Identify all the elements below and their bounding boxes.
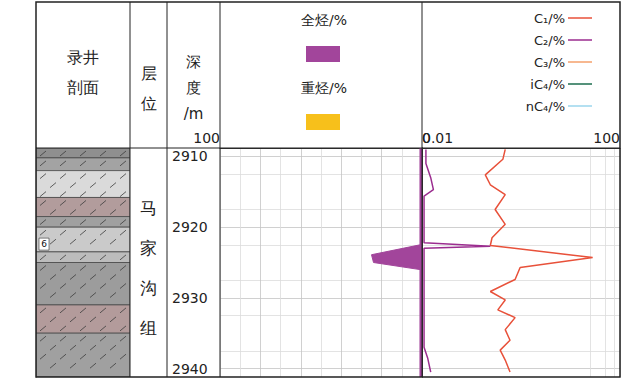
svg-text:度: 度 bbox=[186, 79, 201, 97]
svg-text:沟: 沟 bbox=[140, 278, 157, 298]
svg-text:深: 深 bbox=[186, 53, 201, 71]
svg-text:/m: /m bbox=[184, 105, 204, 123]
svg-text:录井: 录井 bbox=[67, 48, 99, 67]
svg-text:家: 家 bbox=[140, 238, 157, 258]
svg-text:iC₄/%: iC₄/% bbox=[530, 77, 565, 92]
svg-text:C₂/%: C₂/% bbox=[534, 33, 565, 48]
svg-text:层: 层 bbox=[141, 64, 157, 83]
svg-text:2930: 2930 bbox=[172, 290, 208, 306]
svg-text:组: 组 bbox=[140, 318, 157, 338]
svg-text:马: 马 bbox=[140, 198, 157, 218]
svg-text:2920: 2920 bbox=[172, 219, 208, 235]
svg-text:位: 位 bbox=[141, 94, 157, 113]
svg-text:nC₄/%: nC₄/% bbox=[526, 99, 565, 114]
svg-text:C₁/%: C₁/% bbox=[534, 11, 565, 26]
svg-text:100: 100 bbox=[593, 130, 620, 146]
svg-text:2910: 2910 bbox=[172, 148, 208, 164]
svg-text:0.01: 0.01 bbox=[422, 130, 453, 146]
svg-text:C₃/%: C₃/% bbox=[534, 55, 565, 70]
svg-text:6: 6 bbox=[41, 239, 47, 249]
svg-text:重烃/%: 重烃/% bbox=[301, 80, 347, 96]
svg-text:2940: 2940 bbox=[172, 361, 208, 377]
svg-text:100: 100 bbox=[193, 130, 220, 146]
svg-text:全烃/%: 全烃/% bbox=[301, 12, 347, 28]
svg-text:剖面: 剖面 bbox=[67, 78, 99, 97]
